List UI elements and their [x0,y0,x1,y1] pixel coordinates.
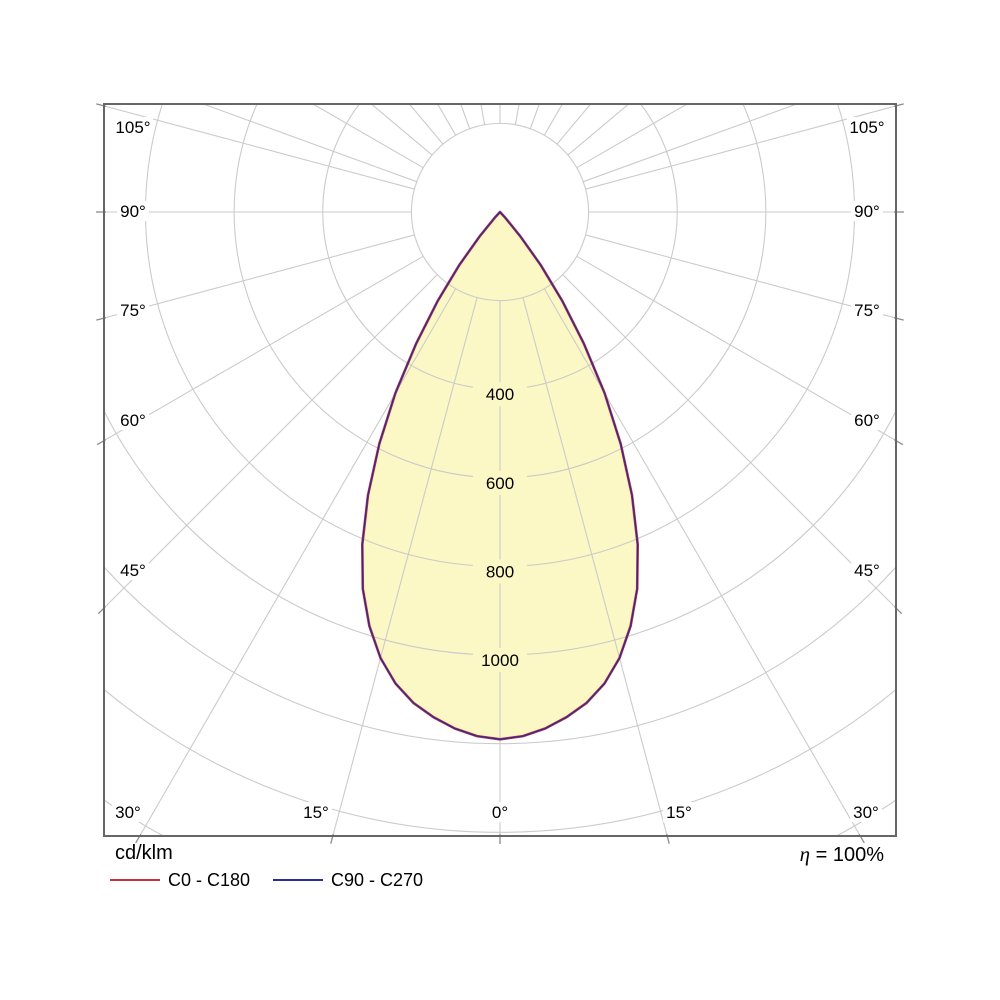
ring-label-600: 600 [486,474,514,493]
legend-item-c90-c270: C90 - C270 [273,871,423,889]
ring-label-800: 800 [486,562,514,581]
legend-label-c90-c270: C90 - C270 [331,870,424,890]
angle-label: 105° [115,118,150,137]
angle-label: 15° [303,803,329,822]
ring-label-400: 400 [486,385,514,404]
efficiency-label: η = 100% [800,843,884,866]
angle-label: 45° [120,561,146,580]
ring-label-1000: 1000 [481,651,519,670]
angle-label: 90° [854,202,880,221]
angle-label: 15° [666,803,692,822]
curve-c90-c270 [361,211,639,740]
legend-item-c0-c180: C0 - C180 [110,871,250,889]
angle-label: 90° [120,202,146,221]
angle-label: 60° [854,411,880,430]
legend-line-c0-c180-icon [110,879,160,881]
angle-label: 75° [854,301,880,320]
ring-value-labels: 400 600 800 1000 [473,382,527,673]
unit-label: cd/klm [115,842,173,864]
angle-labels: 105° 90° 75° 60° 45° 105° 90° 75° 60° 45° 30° 15° 0°… [112,117,888,822]
eta-symbol: η [799,842,811,866]
angle-label: 30° [115,803,141,822]
legend-label-c0-c180: C0 - C180 [168,870,251,890]
angle-label: 0° [492,803,508,822]
angle-label: 45° [854,561,880,580]
angle-label: 105° [849,118,884,137]
angle-label: 75° [120,301,146,320]
angle-label: 60° [120,411,146,430]
chart-frame [103,103,897,837]
legend-line-c90-c270-icon [273,879,323,881]
angle-label: 30° [853,803,879,822]
efficiency-value: = 100% [810,844,884,866]
